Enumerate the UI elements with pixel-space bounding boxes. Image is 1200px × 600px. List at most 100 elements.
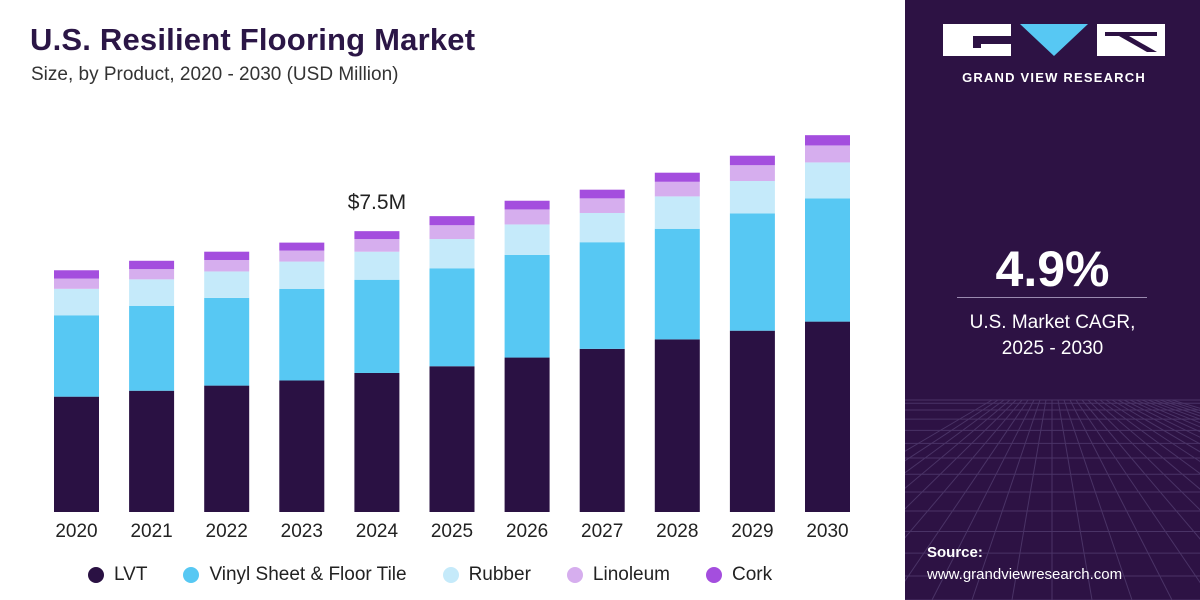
bar-2024-cork (354, 231, 400, 240)
legend-item-vinyl-sheet-floor-tile: Vinyl Sheet & Floor Tile (183, 564, 407, 586)
x-tick-label-2021: 2021 (130, 521, 172, 542)
bar-2027-lvt (579, 348, 625, 512)
grid-line (1111, 399, 1200, 453)
grid-line (905, 399, 993, 452)
bar-2024-vinyl-sheet-floor-tile (354, 279, 400, 373)
bar-2025-cork (429, 216, 475, 226)
x-tick-label-2029: 2029 (731, 521, 773, 542)
grid-line (905, 399, 999, 462)
grid-line (1069, 399, 1173, 600)
bar-2025-rubber (429, 239, 475, 269)
legend-marker (183, 567, 200, 583)
bar-2021-cork (129, 260, 175, 270)
grid-line (905, 399, 1023, 539)
stacked-bar-chart: 2020 2021 2022 2023 2024 2025 2026 2027 2028 2029… (54, 135, 850, 542)
legend-item-rubber: Rubber (442, 564, 531, 586)
bar-2021-lvt (129, 390, 175, 512)
grid-line (1075, 399, 1200, 584)
source-url: www.grandviewresearch.com (927, 566, 1123, 583)
x-tick-label-2027: 2027 (581, 521, 623, 542)
legend: LVT Vinyl Sheet & Floor Tile Rubber Linoleu… (88, 562, 808, 588)
x-axis-labels: 2020 2021 2022 2023 2024 2025 2026 2027 2028 2029… (55, 521, 848, 542)
bar-2030-linoleum (805, 145, 850, 163)
cagr-label: U.S. Market CAGR, 2025 - 2030 (905, 310, 1200, 362)
grid-line (1087, 399, 1200, 511)
bar-2026-linoleum (504, 209, 550, 225)
legend-marker (88, 567, 104, 583)
annotations-layer: $7.5M (348, 191, 406, 214)
bar-2029-rubber (729, 180, 775, 214)
legend-label: LVT (114, 564, 148, 585)
grid-line (971, 399, 1041, 600)
legend-item-lvt: LVT (88, 564, 147, 586)
legend-label: Vinyl Sheet & Floor Tile (209, 564, 407, 585)
bar-2028-lvt (654, 339, 700, 512)
bar-2022-rubber (204, 271, 250, 298)
chart-title: U.S. Resilient Flooring Market (30, 22, 476, 57)
legend-item-cork: Cork (706, 564, 772, 586)
bar-2025-linoleum (429, 225, 475, 240)
x-tick-label-2026: 2026 (506, 521, 548, 542)
cagr-value: 4.9% (995, 241, 1110, 297)
grid-line (1105, 399, 1200, 463)
grid-line (1123, 399, 1200, 438)
grid-line (905, 399, 1011, 489)
grid-line (905, 399, 1017, 510)
bar-2027-vinyl-sheet-floor-tile (579, 242, 625, 349)
bar-2026-rubber (504, 224, 550, 255)
legend-marker (706, 567, 723, 583)
bar-2023-rubber (279, 261, 325, 289)
cagr-label-line2: 2025 - 2030 (1001, 338, 1104, 359)
bar-2026-vinyl-sheet-floor-tile (504, 254, 550, 358)
grid-line (1081, 399, 1200, 540)
grid-line (1057, 399, 1093, 600)
bar-2021-linoleum (129, 269, 175, 280)
bar-2023-vinyl-sheet-floor-tile (279, 288, 325, 381)
grid-line (1117, 399, 1200, 445)
bar-2026-cork (504, 200, 550, 210)
bar-2023-cork (279, 242, 325, 251)
bar-2020-linoleum (54, 278, 99, 289)
bars-layer (54, 135, 850, 512)
grid-line (1011, 399, 1047, 600)
cagr-divider (957, 297, 1147, 298)
bar-2028-linoleum (654, 181, 700, 197)
chart-subtitle: Size, by Product, 2020 - 2030 (USD Milli… (31, 64, 399, 85)
bar-2020-vinyl-sheet-floor-tile (54, 315, 99, 397)
data-label-2024: $7.5M (348, 191, 406, 214)
bar-2029-vinyl-sheet-floor-tile (729, 213, 775, 331)
legend-label: Linoleum (592, 564, 671, 585)
bar-2024-rubber (354, 251, 400, 280)
legend-label: Cork (732, 564, 773, 585)
legend-marker (442, 567, 459, 583)
bar-2027-cork (579, 189, 625, 199)
x-tick-label-2022: 2022 (206, 521, 248, 542)
bar-2022-linoleum (204, 259, 250, 272)
bar-2022-lvt (204, 385, 250, 512)
legend-marker (566, 567, 583, 583)
grid-decoration (905, 399, 1200, 600)
bar-2028-vinyl-sheet-floor-tile (654, 228, 700, 340)
grid-line (1063, 399, 1133, 600)
gvr-logo (943, 24, 1165, 56)
bar-2026-lvt (504, 357, 550, 512)
bar-2023-linoleum (279, 250, 325, 262)
bar-2030-vinyl-sheet-floor-tile (805, 198, 850, 322)
bar-2024-linoleum (354, 239, 400, 252)
grid-line (1093, 399, 1200, 490)
legend-item-linoleum: Linoleum (566, 564, 671, 586)
grid-line (905, 399, 1005, 474)
bar-2028-cork (654, 172, 700, 182)
chart-panel: U.S. Resilient Flooring Market Size, by … (30, 22, 850, 588)
bar-2027-linoleum (579, 198, 625, 213)
grid-line (931, 399, 1035, 600)
bar-2029-cork (729, 155, 775, 166)
x-tick-label-2020: 2020 (55, 521, 97, 542)
bar-2020-lvt (54, 396, 99, 512)
bar-2021-vinyl-sheet-floor-tile (129, 305, 175, 391)
x-tick-label-2030: 2030 (806, 521, 848, 542)
bar-2028-rubber (654, 196, 700, 229)
x-tick-label-2023: 2023 (281, 521, 323, 542)
cagr-label-line1: U.S. Market CAGR, (969, 312, 1136, 333)
bar-2027-rubber (579, 212, 625, 243)
